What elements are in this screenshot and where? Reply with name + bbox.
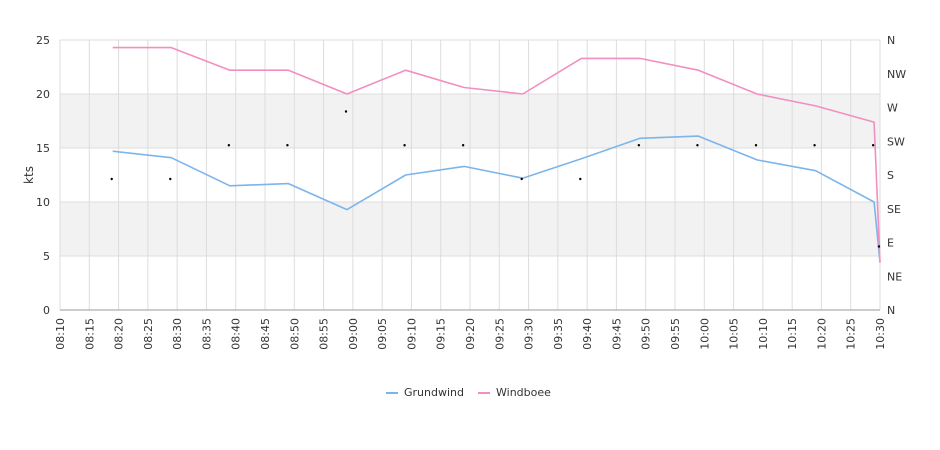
right-axis-ticks: N NE E SE S SW W NW N [887, 34, 906, 317]
x-tick-label: 08:20 [113, 318, 126, 350]
x-tick-label: 08:50 [288, 318, 301, 350]
y-tick-label: 10 [36, 196, 50, 209]
direction-dot [637, 144, 641, 147]
x-tick-label: 10:00 [698, 318, 711, 350]
right-tick-label: NE [887, 270, 902, 283]
x-tick-label: 10:10 [757, 318, 770, 350]
x-tick-label: 09:05 [376, 318, 389, 350]
x-tick-label: 08:25 [142, 318, 155, 350]
direction-dot [461, 144, 465, 147]
direction-dot [754, 144, 758, 147]
y-tick-label: 5 [43, 250, 50, 263]
x-tick-label: 09:25 [493, 318, 506, 350]
direction-dot [579, 177, 582, 181]
series-line-grundwind [112, 135, 881, 263]
x-axis-ticks: 08:10 08:15 08:20 08:25 08:30 08:35 08:40 08:45… [54, 318, 887, 350]
direction-dot [696, 144, 699, 147]
direction-dot [813, 144, 816, 147]
x-tick-label: 08:40 [230, 318, 243, 350]
x-tick-label: 09:40 [581, 318, 594, 350]
direction-dot [227, 144, 231, 147]
right-tick-label: W [887, 102, 898, 115]
direction-dot [169, 177, 172, 181]
x-tick-label: 08:15 [83, 318, 96, 350]
direction-dot [344, 110, 348, 113]
legend-item-windboee[interactable]: Windboee [478, 386, 551, 399]
y-axis-label: kts [22, 166, 36, 184]
x-tick-label: 09:35 [552, 318, 565, 350]
x-tick-label: 09:00 [347, 318, 360, 350]
direction-dot [110, 177, 113, 181]
y-tick-label: 15 [36, 142, 50, 155]
right-tick-label: N [887, 34, 895, 47]
x-tick-label: 10:05 [728, 318, 741, 350]
legend-label: Windboee [496, 386, 551, 399]
x-tick-label: 09:20 [464, 318, 477, 350]
x-tick-label: 09:10 [405, 318, 418, 350]
y-tick-label: 0 [43, 304, 50, 317]
y-tick-label: 20 [36, 88, 50, 101]
x-tick-label: 09:45 [610, 318, 623, 350]
right-tick-label: SW [887, 135, 905, 148]
x-tick-label: 08:10 [54, 318, 67, 350]
series-line-windboee [112, 46, 881, 263]
grid-lines [59, 39, 881, 311]
x-tick-label: 08:30 [171, 318, 184, 350]
legend-item-grundwind[interactable]: Grundwind [386, 386, 464, 399]
right-tick-label: N [887, 304, 895, 317]
direction-dot [403, 144, 406, 147]
x-tick-label: 10:15 [786, 318, 799, 350]
x-tick-label: 08:35 [200, 318, 213, 350]
legend[interactable]: Grundwind Windboee [386, 386, 551, 399]
x-tick-label: 09:55 [669, 318, 682, 350]
y-axis-ticks: 0 5 10 15 20 25 [36, 34, 50, 317]
x-tick-label: 09:15 [435, 318, 448, 350]
series-lines [112, 46, 881, 263]
x-tick-label: 08:45 [259, 318, 272, 350]
x-tick-label: 09:50 [640, 318, 653, 350]
direction-dot [286, 144, 289, 147]
right-tick-label: S [887, 169, 894, 182]
y-tick-label: 25 [36, 34, 50, 47]
x-tick-label: 09:30 [523, 318, 536, 350]
right-tick-label: NW [887, 68, 906, 81]
right-tick-label: E [887, 237, 894, 250]
x-tick-label: 08:55 [318, 318, 331, 350]
legend-label: Grundwind [404, 386, 464, 399]
direction-dot [871, 144, 875, 147]
direction-dots [110, 110, 881, 248]
direction-dot [877, 245, 881, 248]
x-tick-label: 10:20 [815, 318, 828, 350]
x-tick-label: 10:25 [845, 318, 858, 350]
direction-dot [520, 177, 523, 181]
right-tick-label: SE [887, 203, 901, 216]
x-tick-label: 10:30 [874, 318, 887, 350]
